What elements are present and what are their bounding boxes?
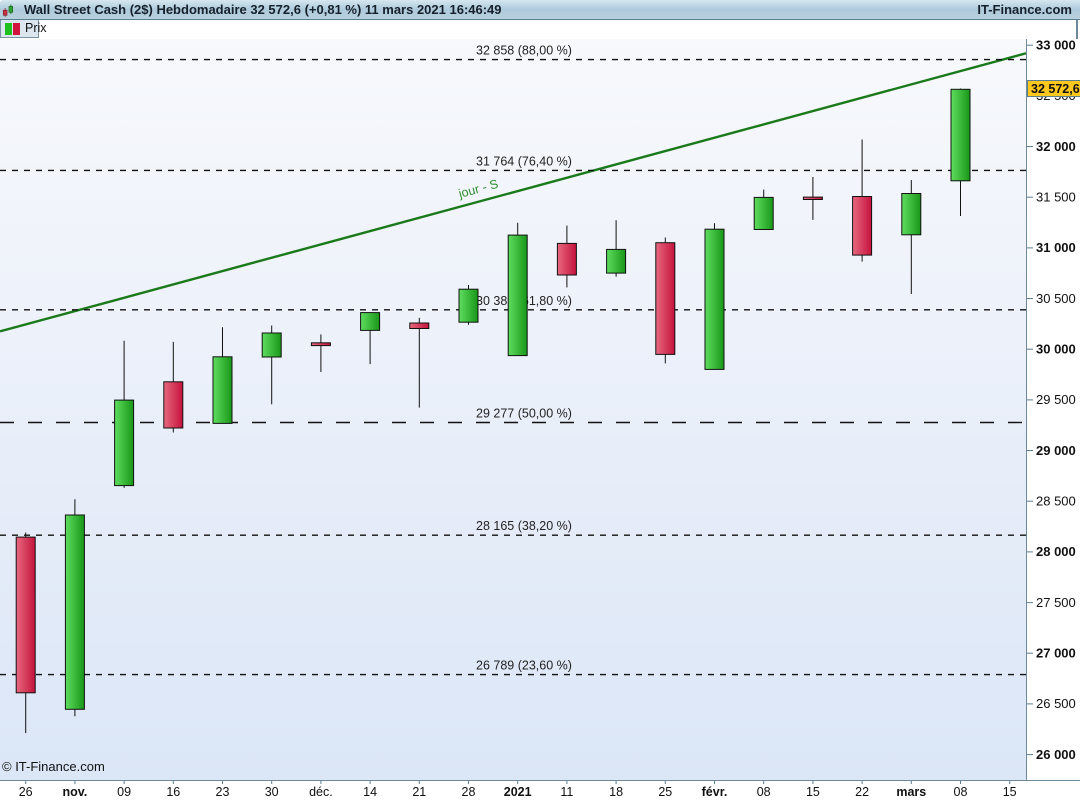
- svg-text:32 858 (88,00 %): 32 858 (88,00 %): [476, 44, 572, 58]
- svg-text:31 000: 31 000: [1036, 240, 1076, 255]
- svg-text:25: 25: [658, 785, 672, 799]
- svg-text:15: 15: [1003, 785, 1017, 799]
- svg-text:08: 08: [757, 785, 771, 799]
- svg-text:26 500: 26 500: [1036, 696, 1076, 711]
- svg-text:févr.: févr.: [702, 785, 728, 799]
- svg-text:15: 15: [806, 785, 820, 799]
- svg-text:22: 22: [855, 785, 869, 799]
- svg-text:28 500: 28 500: [1036, 494, 1076, 509]
- svg-text:16: 16: [166, 785, 180, 799]
- svg-text:33 000: 33 000: [1036, 39, 1076, 53]
- svg-text:29 500: 29 500: [1036, 392, 1076, 407]
- svg-text:nov.: nov.: [63, 785, 88, 799]
- svg-text:30 500: 30 500: [1036, 291, 1076, 306]
- svg-text:32 000: 32 000: [1036, 139, 1076, 154]
- svg-text:23: 23: [216, 785, 230, 799]
- svg-text:30: 30: [265, 785, 279, 799]
- svg-text:18: 18: [609, 785, 623, 799]
- svg-text:21: 21: [412, 785, 426, 799]
- svg-text:09: 09: [117, 785, 131, 799]
- svg-text:déc.: déc.: [309, 785, 333, 799]
- svg-text:28 000: 28 000: [1036, 544, 1076, 559]
- svg-text:29 000: 29 000: [1036, 443, 1076, 458]
- svg-text:28: 28: [462, 785, 476, 799]
- svg-text:14: 14: [363, 785, 377, 799]
- svg-text:26 000: 26 000: [1036, 747, 1076, 762]
- svg-text:30 000: 30 000: [1036, 342, 1076, 357]
- svg-text:26 789 (23,60 %): 26 789 (23,60 %): [476, 659, 572, 673]
- svg-text:08: 08: [954, 785, 968, 799]
- svg-text:11: 11: [560, 785, 573, 799]
- svg-text:28 165 (38,20 %): 28 165 (38,20 %): [476, 519, 572, 533]
- svg-text:27 000: 27 000: [1036, 646, 1076, 661]
- svg-text:mars: mars: [896, 785, 926, 799]
- svg-text:29 277 (50,00 %): 29 277 (50,00 %): [476, 407, 572, 421]
- svg-text:27 500: 27 500: [1036, 595, 1076, 610]
- svg-text:31 500: 31 500: [1036, 190, 1076, 205]
- svg-text:31 764 (76,40 %): 31 764 (76,40 %): [476, 154, 572, 168]
- svg-text:2021: 2021: [504, 785, 532, 799]
- svg-text:26: 26: [19, 785, 33, 799]
